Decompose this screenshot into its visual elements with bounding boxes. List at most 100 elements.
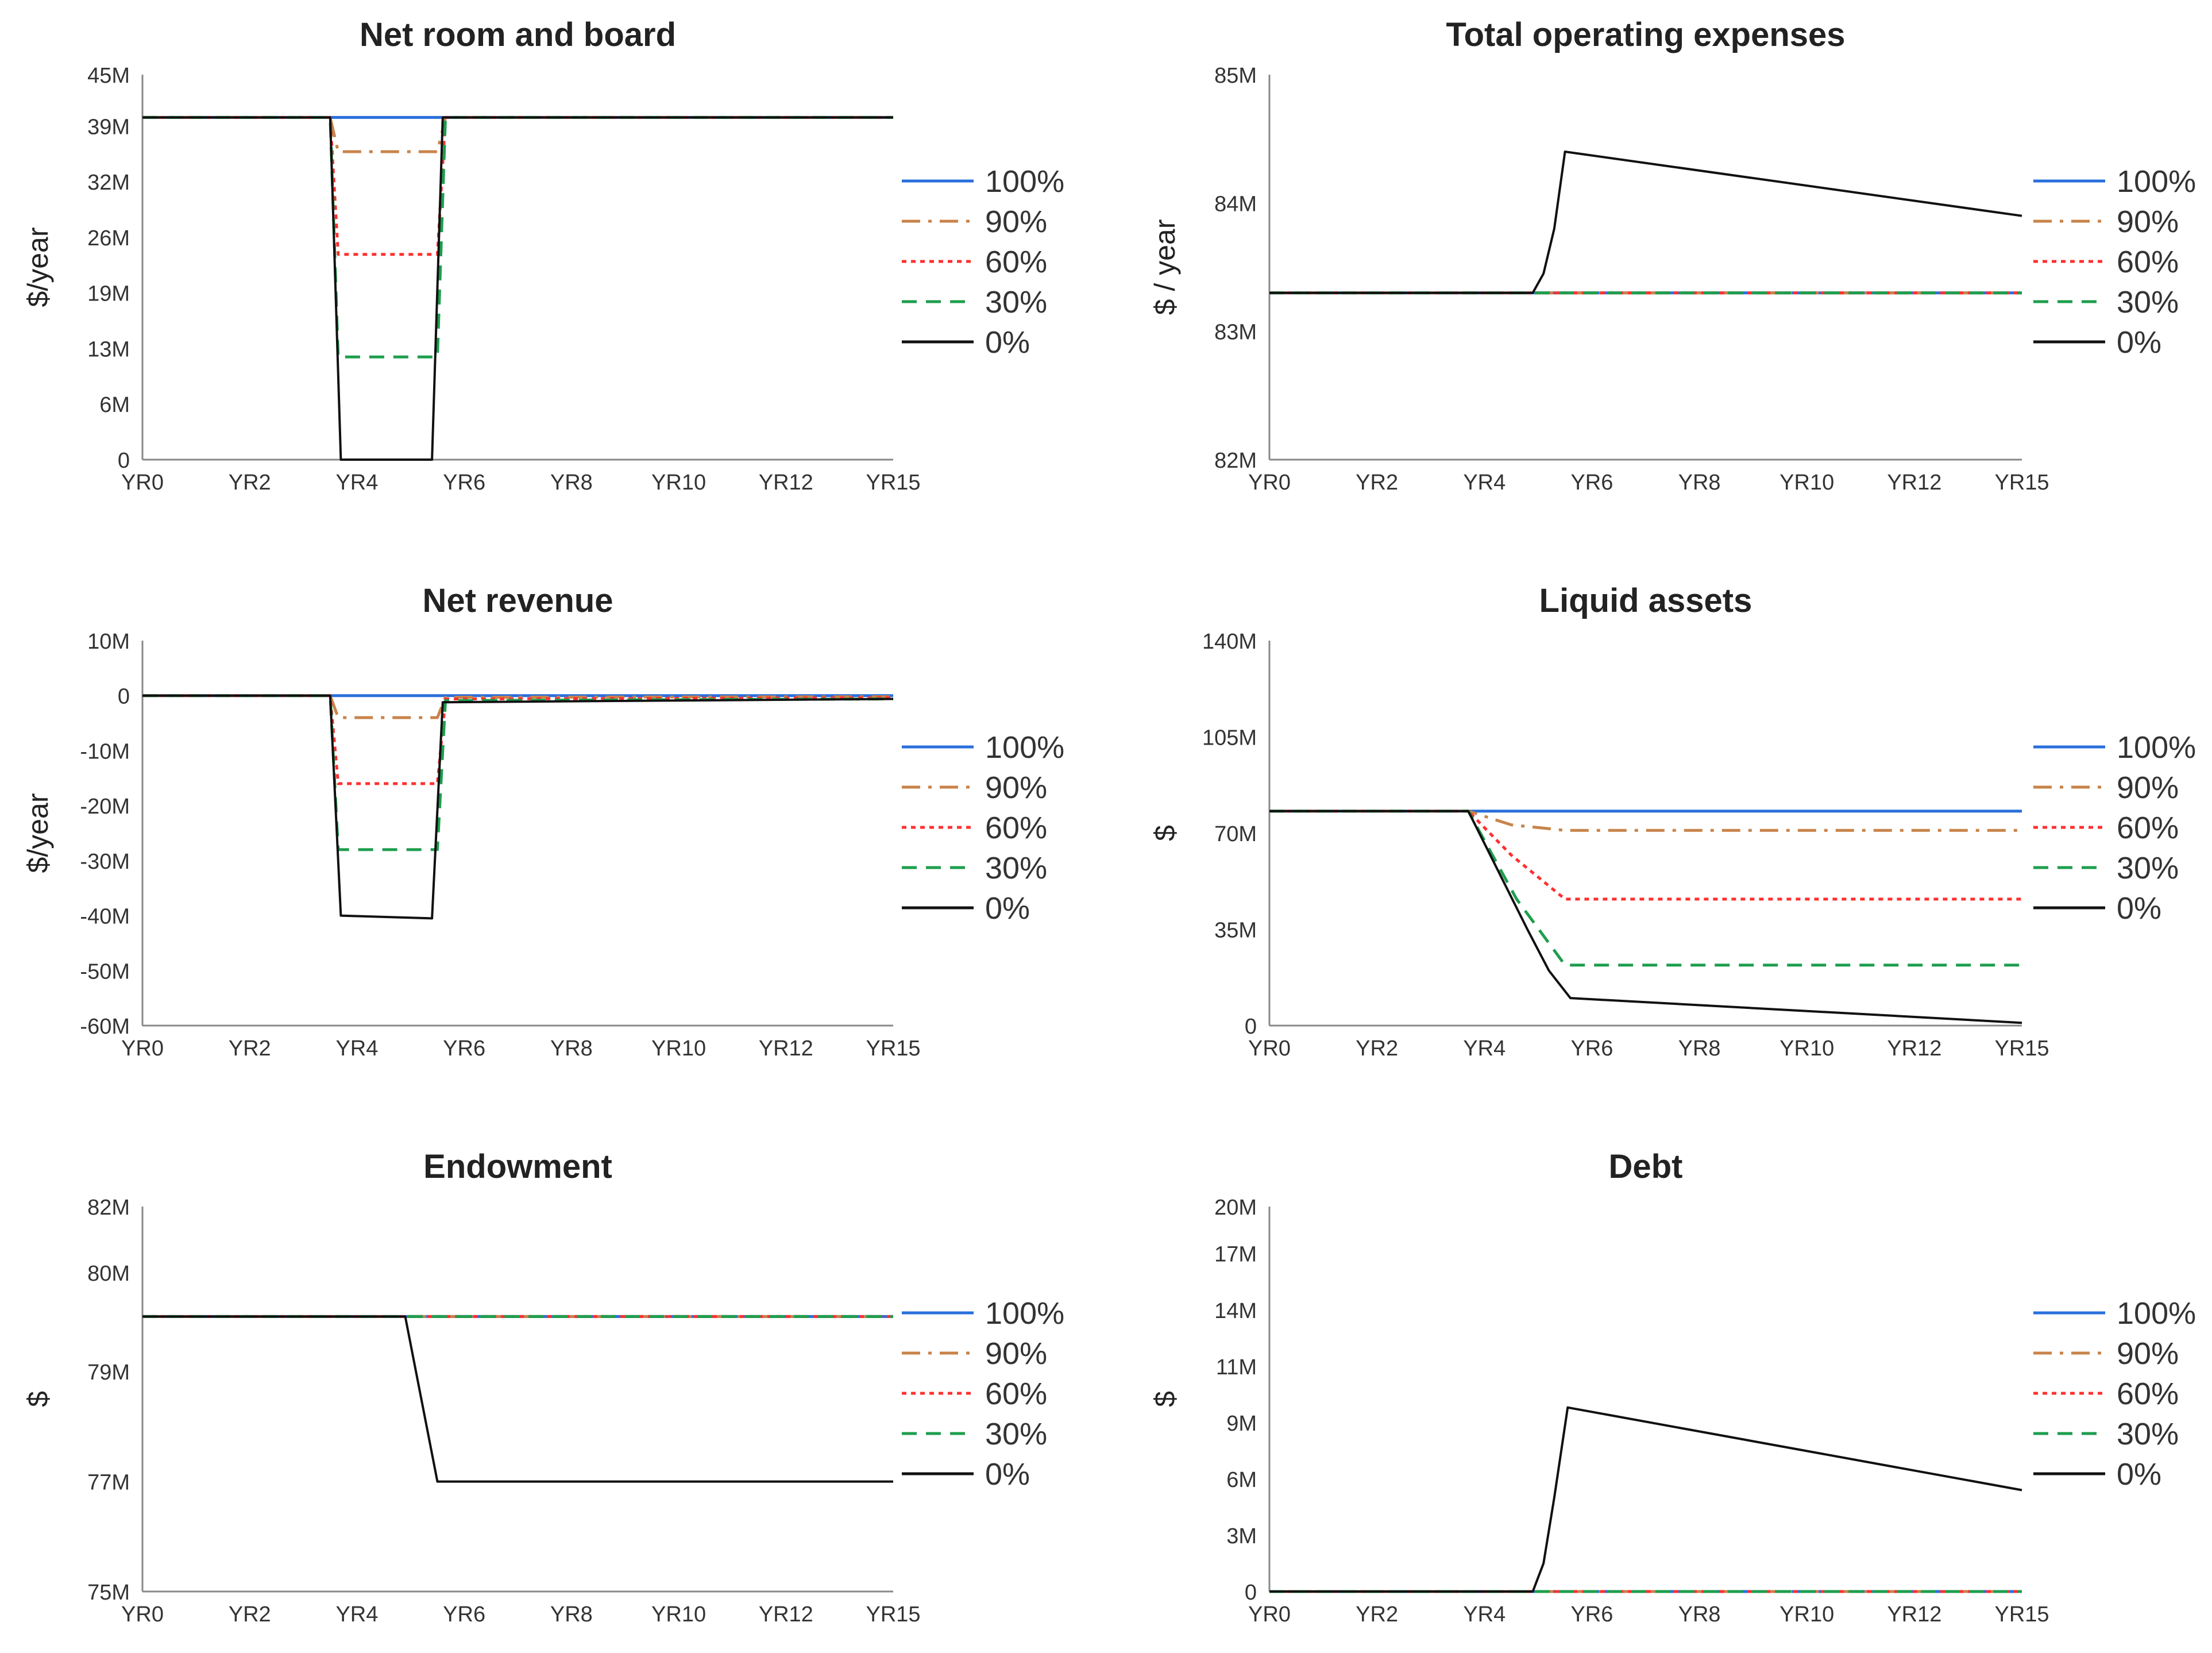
y-tick-label: -10M [80,739,130,764]
legend-label: 90% [985,205,1047,239]
series-line-0pct [142,1315,893,1483]
y-axis-label: $ [1149,825,1181,841]
series-line-30pct [1269,810,2022,967]
chart-1: Net room and board 0 6M 13M 19M 26M 32M 39M 45M Y… [22,16,1064,495]
legend-label: 100% [985,164,1064,199]
x-tick-label: YR4 [335,1602,378,1627]
y-tick-label: 14M [1214,1299,1257,1323]
legend-label: 60% [2117,811,2179,845]
series-line-0pct [1269,1406,2022,1593]
x-tick-label: YR0 [121,1602,164,1627]
x-tick-label: YR4 [1463,471,1505,495]
legend-label: 90% [985,1336,1047,1371]
y-tick-label: 77M [87,1471,130,1495]
y-axis-label: $ [1149,1391,1181,1407]
x-tick-label: YR10 [1779,1037,1834,1061]
x-tick-label: YR2 [1356,471,1398,495]
series-line-30pct [142,694,894,851]
y-tick-label: 3M [1226,1524,1257,1548]
x-tick-label: YR2 [1356,1037,1398,1061]
chart-5: Endowment 75M 77M 79M 80M 82M YR0 YR2 YR4 YR6 YR8 Y… [22,1148,1064,1627]
y-tick-label: 0 [118,449,130,473]
series-line-90pct [1269,810,2022,832]
x-tick-label: YR8 [1678,1602,1721,1627]
legend-label: 90% [985,770,1047,805]
y-tick-label: 75M [87,1581,130,1605]
x-tick-label: YR4 [1463,1037,1505,1061]
x-tick-label: YR6 [1570,1037,1613,1061]
y-tick-label: 79M [87,1361,130,1385]
y-tick-label: -60M [80,1015,130,1039]
x-tick-label: YR0 [121,471,164,495]
series-line-60pct [1269,810,2022,901]
y-tick-label: 13M [87,337,130,361]
y-tick-label: 82M [87,1196,130,1220]
y-tick-label: 84M [1214,192,1257,216]
x-tick-label: YR12 [1887,1602,1941,1627]
legend-label: 0% [985,1457,1030,1492]
x-tick-label: YR8 [550,1602,593,1627]
legend-label: 30% [985,1417,1047,1451]
x-tick-label: YR8 [550,471,593,495]
legend-label: 100% [2117,1296,2196,1331]
x-tick-label: YR10 [1779,471,1834,495]
legend-label: 60% [985,1377,1047,1411]
chart-title: Total operating expenses [1446,16,1845,53]
chart-title: Net room and board [360,16,676,53]
x-tick-label: YR8 [1678,471,1721,495]
series-line-0pct [142,116,893,461]
y-tick-label: 6M [99,393,130,417]
x-tick-label: YR15 [1994,471,2049,495]
y-tick-label: -50M [80,960,130,984]
x-tick-label: YR0 [121,1037,164,1061]
x-tick-label: YR2 [229,471,271,495]
x-tick-label: YR4 [1463,1602,1505,1627]
x-tick-label: YR2 [229,1037,271,1061]
x-tick-label: YR2 [229,1602,271,1627]
x-tick-label: YR8 [550,1037,593,1061]
y-tick-label: 20M [1214,1196,1257,1220]
y-tick-label: 0 [118,685,130,709]
chart-3: Net revenue10M0-10M-20M-30M-40M-50M-60MY… [22,582,1064,1061]
x-tick-label: YR15 [866,1037,920,1061]
x-tick-label: YR15 [1994,1037,2049,1061]
legend-label: 60% [2117,245,2179,279]
y-tick-label: 19M [87,282,130,306]
legend-label: 100% [2117,730,2196,765]
x-tick-label: YR10 [651,1602,706,1627]
x-tick-label: YR12 [1887,1037,1941,1061]
y-axis-label: $ [22,1391,54,1407]
legend-label: 0% [2117,325,2161,360]
x-tick-label: YR6 [443,471,485,495]
x-tick-label: YR15 [866,1602,920,1627]
legend-label: 90% [2117,205,2179,239]
legend-label: 60% [985,811,1047,845]
series-line-30pct [142,115,893,359]
y-tick-label: 105M [1202,726,1257,750]
legend-label: 60% [985,245,1047,279]
x-tick-label: YR0 [1248,471,1291,495]
chart-4: Liquid assets 0 35M 70M 105M 140M YR0 YR2 YR4 YR6… [1149,582,2196,1061]
y-tick-label: 39M [87,115,130,139]
y-tick-label: 0 [1245,1015,1257,1039]
x-tick-label: YR6 [443,1037,485,1061]
y-tick-label: 9M [1226,1412,1257,1436]
y-axis-label: $/year [22,228,54,307]
series-line-60pct [142,115,893,256]
y-tick-label: -20M [80,795,130,819]
y-tick-label: 80M [87,1262,130,1286]
x-tick-label: YR10 [651,1037,706,1061]
y-tick-label: 70M [1214,822,1257,846]
x-tick-label: YR0 [1248,1602,1291,1627]
series-line-60pct [142,694,894,785]
legend-label: 30% [2117,285,2179,319]
y-tick-label: -40M [80,905,130,929]
y-tick-label: 0 [1245,1581,1257,1605]
x-tick-label: YR15 [1994,1602,2049,1627]
x-tick-label: YR10 [1779,1602,1834,1627]
y-tick-label: -30M [80,850,130,874]
x-tick-label: YR15 [866,471,920,495]
legend-label: 0% [985,325,1030,360]
y-tick-label: 6M [1226,1468,1257,1492]
y-tick-label: 85M [1214,64,1257,88]
